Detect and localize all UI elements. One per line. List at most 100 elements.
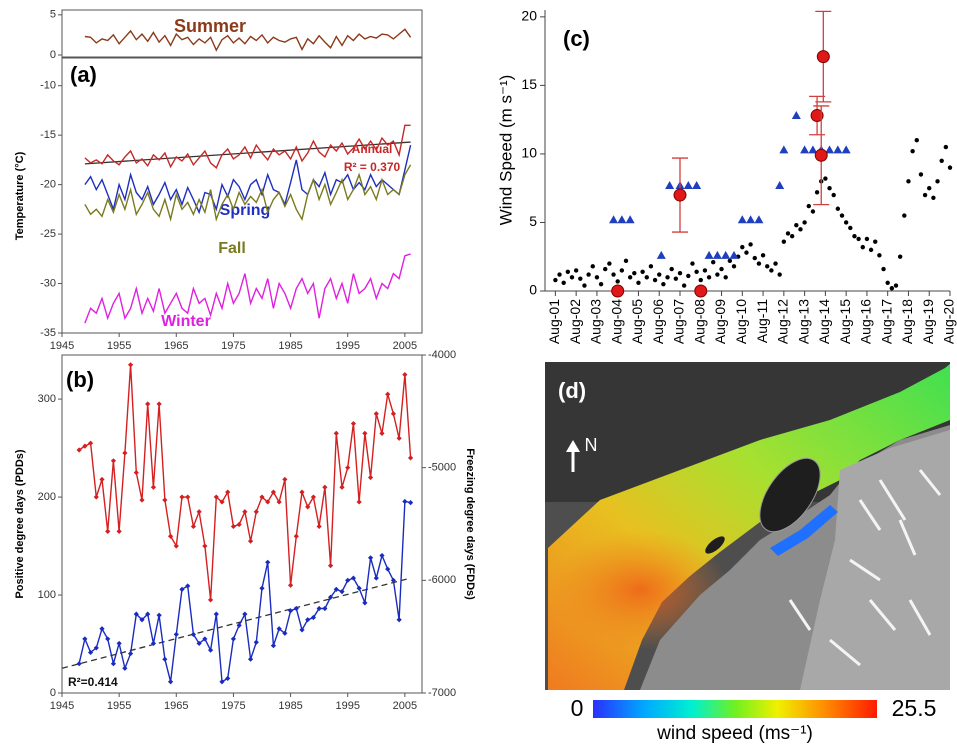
series-marker bbox=[196, 509, 202, 515]
x-tick-label: Aug-16 bbox=[858, 299, 874, 344]
data-point bbox=[746, 215, 756, 224]
data-point bbox=[569, 275, 575, 280]
x-tick-label: Aug-19 bbox=[920, 299, 936, 344]
series-marker bbox=[82, 636, 88, 642]
series-marker bbox=[139, 617, 145, 623]
series-marker bbox=[345, 577, 351, 583]
data-point bbox=[881, 266, 886, 272]
x-tick-label: 1975 bbox=[221, 340, 245, 352]
series-marker bbox=[213, 611, 219, 617]
data-point bbox=[910, 148, 915, 154]
data-point bbox=[669, 266, 674, 272]
data-point bbox=[648, 264, 654, 269]
data-point bbox=[644, 275, 649, 280]
data-point bbox=[615, 279, 620, 284]
x-tick-label: 1975 bbox=[221, 700, 245, 712]
series-marker bbox=[322, 605, 328, 612]
series-marker bbox=[390, 577, 397, 583]
data-point bbox=[661, 281, 666, 287]
x-tick-label: 1995 bbox=[335, 700, 359, 712]
y-axis-label: Wind Speed (m s⁻¹) bbox=[496, 75, 515, 226]
series-line bbox=[78, 364, 412, 600]
series-label: Winter bbox=[161, 313, 211, 330]
data-point bbox=[729, 250, 739, 259]
data-point bbox=[843, 220, 849, 225]
y-tick-label: -20 bbox=[40, 179, 56, 191]
data-point bbox=[561, 280, 566, 285]
data-point bbox=[723, 275, 728, 280]
data-point bbox=[681, 283, 687, 288]
series-marker bbox=[167, 679, 174, 685]
y-tick-label: 20 bbox=[521, 8, 537, 24]
data-point bbox=[802, 220, 807, 225]
series-line bbox=[84, 144, 412, 215]
data-point bbox=[694, 269, 699, 275]
data-point bbox=[902, 213, 907, 218]
series-marker bbox=[133, 469, 139, 476]
y-tick-label: 0 bbox=[529, 282, 537, 298]
data-point bbox=[609, 215, 619, 224]
data-point bbox=[769, 268, 774, 273]
series-marker bbox=[139, 497, 145, 503]
series-marker bbox=[150, 640, 157, 647]
data-point bbox=[777, 272, 782, 277]
data-point bbox=[578, 276, 583, 281]
y-tick-label: 0 bbox=[50, 687, 56, 699]
x-tick-label: Aug-17 bbox=[878, 299, 894, 344]
series-line bbox=[84, 253, 411, 324]
data-point bbox=[744, 250, 749, 255]
data-point bbox=[893, 283, 899, 288]
series-marker bbox=[179, 494, 185, 500]
series-marker bbox=[116, 640, 122, 647]
data-point bbox=[918, 172, 924, 177]
y-tick-label: 10 bbox=[521, 145, 537, 161]
x-tick-label: Aug-09 bbox=[712, 299, 728, 344]
x-tick-label: 1945 bbox=[50, 340, 74, 352]
x-tick-label: 1965 bbox=[164, 700, 188, 712]
series-marker bbox=[156, 401, 162, 407]
y-tick-label: -35 bbox=[40, 327, 56, 339]
data-point bbox=[779, 145, 789, 154]
x-tick-label: Aug-08 bbox=[691, 299, 707, 344]
data-point bbox=[760, 253, 766, 258]
x-tick-label: 1965 bbox=[164, 340, 188, 352]
series-marker bbox=[110, 458, 117, 464]
series-marker bbox=[333, 586, 339, 592]
data-point bbox=[927, 185, 932, 191]
data-point bbox=[914, 138, 919, 143]
series-marker bbox=[93, 494, 99, 500]
colorbar-max: 25.5 bbox=[892, 695, 937, 721]
series-marker bbox=[225, 675, 231, 681]
data-point bbox=[698, 277, 703, 283]
data-point bbox=[831, 192, 836, 198]
y-axis-label: Temperature (°C) bbox=[14, 151, 26, 240]
data-point bbox=[748, 242, 753, 247]
series-marker bbox=[373, 411, 379, 417]
data-point bbox=[665, 275, 670, 280]
series-marker bbox=[196, 640, 202, 647]
data-point bbox=[864, 236, 870, 242]
data-point bbox=[852, 233, 857, 239]
series-marker bbox=[299, 627, 305, 633]
data-point bbox=[582, 283, 587, 288]
series-marker bbox=[367, 555, 374, 561]
panel-label: (b) bbox=[66, 367, 94, 392]
data-point bbox=[939, 158, 944, 163]
plot-frame bbox=[61, 9, 423, 58]
y-tick-label: 300 bbox=[38, 393, 56, 405]
series-marker bbox=[379, 430, 385, 436]
data-point bbox=[673, 188, 687, 202]
series-marker bbox=[116, 528, 122, 534]
data-point bbox=[719, 266, 724, 272]
colorbar bbox=[593, 700, 877, 718]
series-marker bbox=[407, 499, 414, 506]
series-marker bbox=[282, 476, 288, 483]
series-marker bbox=[310, 494, 317, 500]
data-point bbox=[715, 272, 720, 277]
data-point bbox=[652, 277, 658, 283]
data-point bbox=[839, 213, 845, 218]
data-point bbox=[825, 145, 835, 154]
data-point bbox=[810, 109, 824, 123]
series-marker bbox=[145, 611, 151, 617]
data-point bbox=[785, 231, 791, 236]
